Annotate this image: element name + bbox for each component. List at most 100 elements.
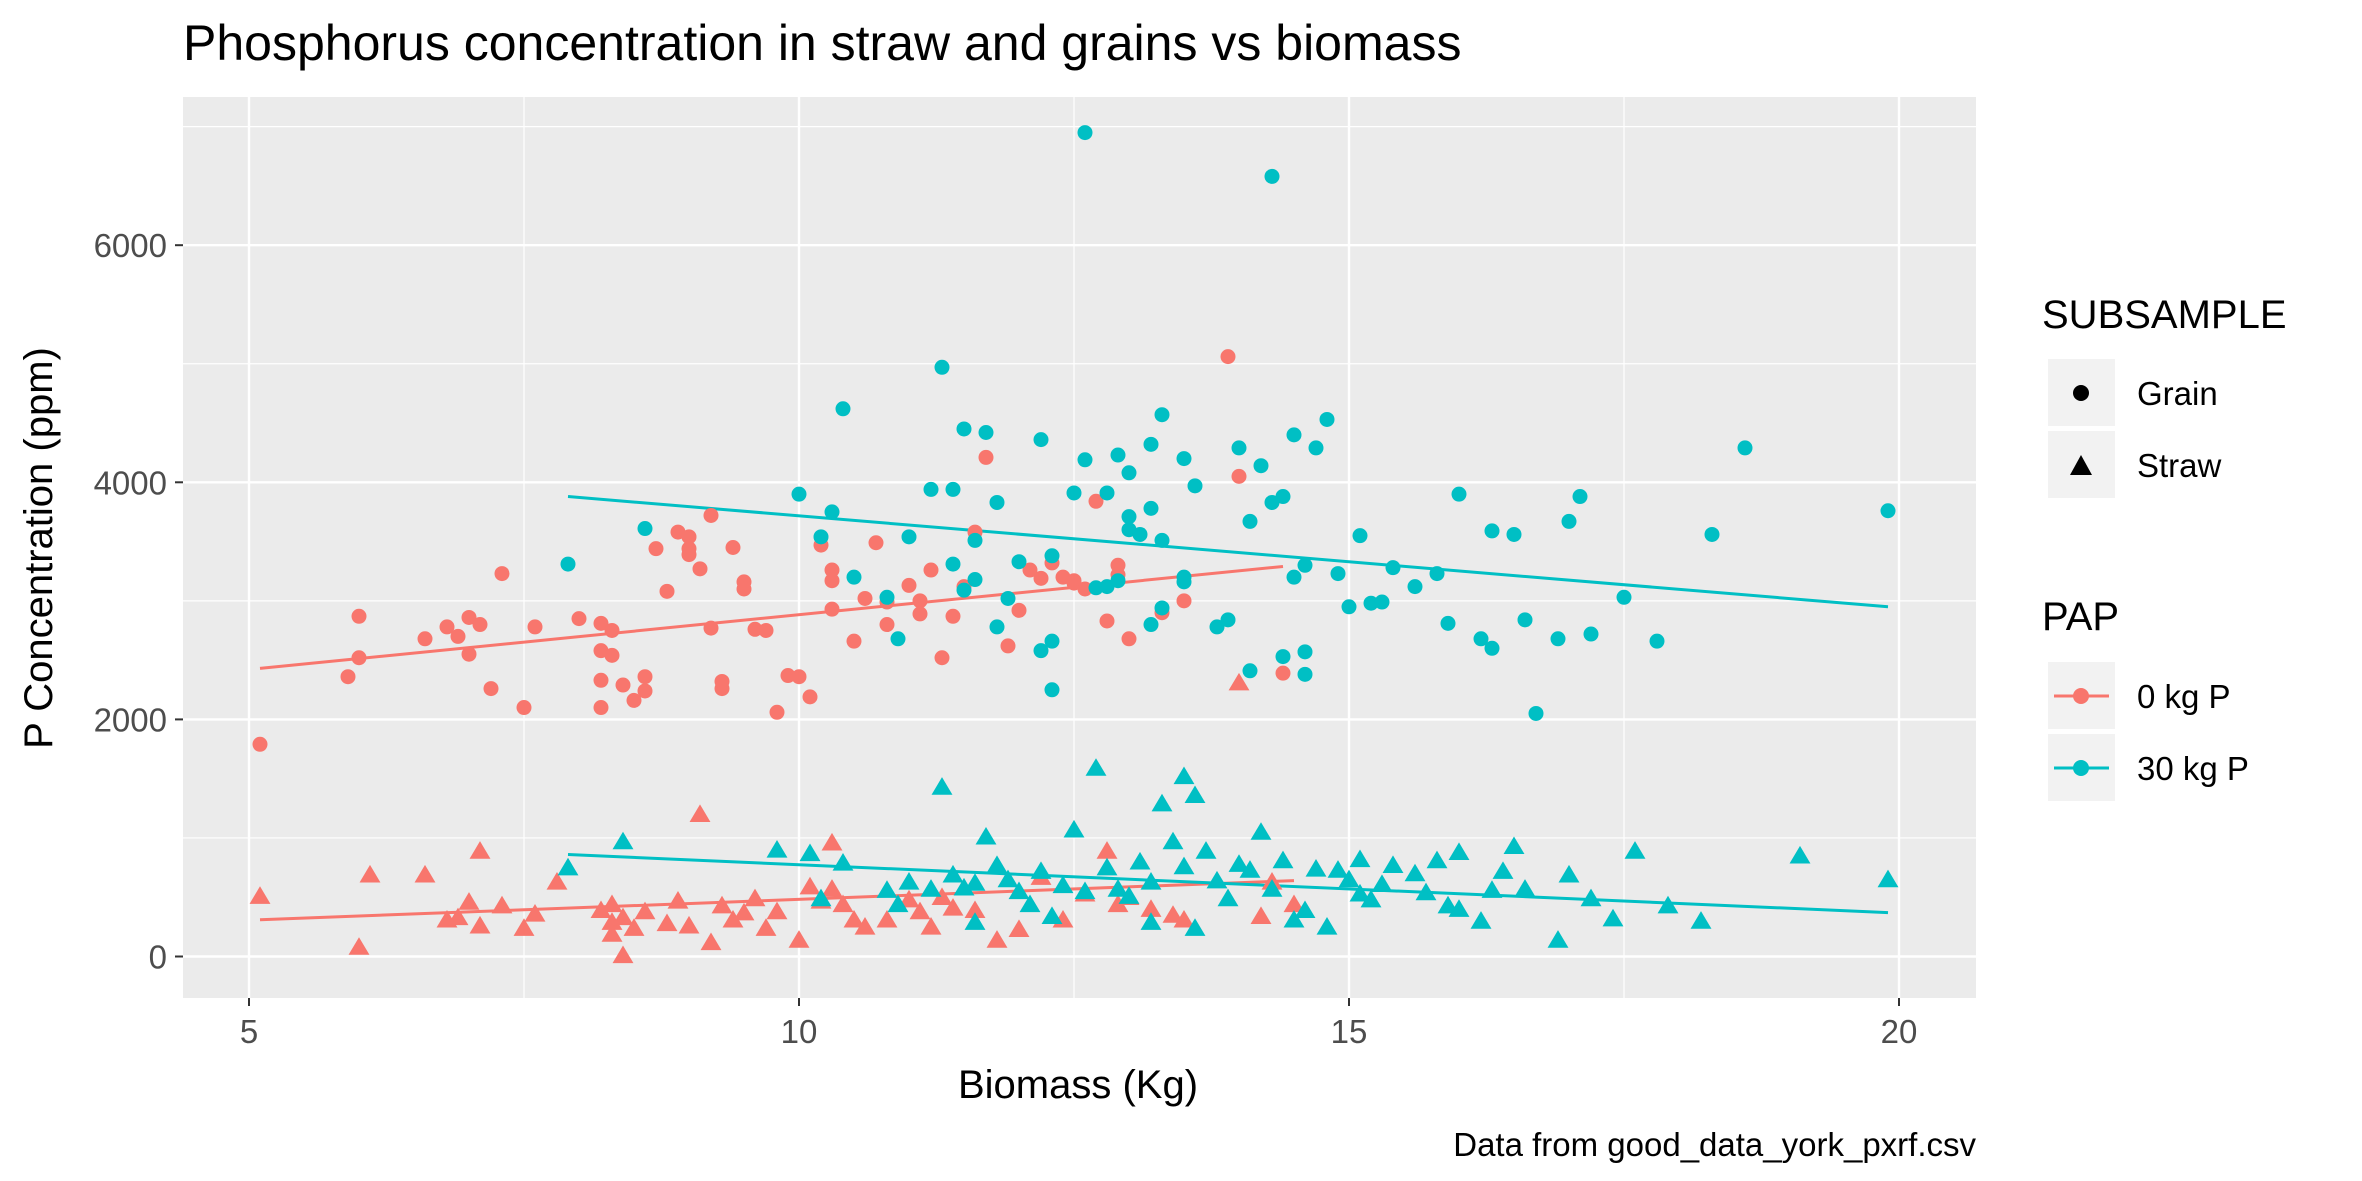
- straw-30kg-point: [832, 853, 854, 871]
- grain-30kg-point: [1286, 427, 1302, 443]
- grain-0kg-point: [439, 619, 455, 635]
- grain-0kg-point: [912, 606, 928, 622]
- straw-0kg-point: [876, 909, 898, 928]
- straw-0kg-point: [513, 918, 535, 936]
- grain-30kg-point: [1264, 168, 1280, 184]
- straw-30kg-point: [1437, 895, 1459, 914]
- grain-30kg-trend-line: [567, 495, 1889, 609]
- grain-0kg-point: [978, 449, 994, 465]
- straw-30kg-point: [1305, 858, 1327, 877]
- straw-0kg-point: [1096, 841, 1118, 859]
- straw-30kg-point: [920, 879, 942, 897]
- straw-0kg-point: [414, 864, 436, 883]
- straw-30kg-point: [612, 831, 634, 850]
- grain-30kg-point: [1066, 485, 1082, 501]
- straw-30kg-point: [810, 888, 832, 907]
- grain-0kg-point: [725, 540, 741, 555]
- grain-0kg-point: [648, 541, 664, 557]
- grain-0kg-point: [593, 672, 609, 688]
- straw-30kg-point: [1063, 819, 1085, 838]
- grain-30kg-point: [1374, 594, 1390, 610]
- straw-0kg-point: [634, 901, 656, 920]
- grain-30kg-point: [1110, 573, 1126, 589]
- straw-30kg-point: [1239, 860, 1261, 878]
- straw-30kg-point: [1107, 879, 1129, 897]
- grain-30kg-point: [978, 425, 994, 441]
- x-tick-label: 10: [781, 1013, 818, 1050]
- legend-label-straw: Straw: [2137, 447, 2222, 484]
- grain-0kg-point: [604, 622, 620, 638]
- straw-30kg-point: [1151, 793, 1173, 812]
- grain-30kg-point: [1176, 569, 1192, 585]
- grain-0kg-point: [1066, 575, 1082, 591]
- grain-30kg-point: [1044, 633, 1060, 649]
- y-tick-label: 2000: [94, 701, 167, 738]
- straw-30kg-point: [1789, 845, 1811, 864]
- straw-30kg-point: [1349, 883, 1371, 902]
- straw-0kg-point: [458, 892, 480, 910]
- grain-30kg-point: [813, 529, 829, 545]
- grain-30kg-point: [1550, 631, 1566, 647]
- straw-0kg-point: [612, 945, 634, 964]
- grain-30kg-point: [1297, 557, 1313, 573]
- grain-0kg-point: [857, 590, 873, 606]
- grain-30kg-point: [1033, 643, 1049, 659]
- grain-30kg-point: [1143, 500, 1159, 516]
- straw-0kg-point: [524, 904, 546, 922]
- straw-30kg-point: [1877, 869, 1899, 888]
- straw-0kg-point: [1162, 905, 1184, 923]
- grain-30kg-point: [1088, 580, 1104, 596]
- straw-30kg-point: [1184, 785, 1206, 804]
- y-tick-label: 6000: [94, 227, 167, 264]
- grain-30kg-point: [1121, 465, 1137, 481]
- grain-30kg-point: [945, 481, 961, 497]
- grain-30kg-point: [835, 401, 851, 417]
- straw-0kg-point: [821, 832, 843, 851]
- straw-30kg-point: [1217, 888, 1239, 907]
- straw-30kg-point: [1415, 882, 1437, 901]
- straw-30kg-point: [1140, 872, 1162, 890]
- grain-0kg-point: [703, 507, 719, 523]
- straw-30kg-point: [1096, 857, 1118, 876]
- grain-30kg-point: [1011, 554, 1027, 570]
- grain-30kg-point: [1649, 633, 1665, 649]
- straw-0kg-point: [667, 890, 689, 909]
- straw-30kg-point: [975, 826, 997, 845]
- grain-30kg-point: [1352, 528, 1368, 544]
- grain-0kg-point: [1220, 349, 1236, 365]
- grain-0kg-point: [681, 529, 697, 545]
- straw-30kg-point: [557, 857, 579, 876]
- grain-30kg-point: [1363, 595, 1379, 611]
- straw-30kg-point: [1602, 908, 1624, 927]
- straw-30kg-point: [1030, 861, 1052, 879]
- grain-30kg-point: [1506, 526, 1522, 542]
- grain-0kg-point: [494, 566, 510, 582]
- straw-30kg-point: [1371, 874, 1393, 892]
- straw-0kg-point: [733, 902, 755, 921]
- grain-0kg-point: [802, 689, 818, 705]
- grain-0kg-point: [681, 547, 697, 563]
- straw-0kg-point: [689, 804, 711, 823]
- straw-30kg-point: [1580, 888, 1602, 907]
- straw-30kg-point: [942, 864, 964, 883]
- straw-0kg-point: [722, 909, 744, 928]
- grain-30kg-point: [560, 556, 576, 572]
- straw-0kg-point: [447, 907, 469, 926]
- straw-0kg-point: [546, 872, 568, 890]
- grain-30kg-point: [637, 521, 653, 537]
- straw-30kg-point: [766, 839, 788, 858]
- legend-pap-title: PAP: [2042, 595, 2119, 639]
- straw-30kg-point: [1481, 880, 1503, 898]
- straw-0kg-point: [942, 898, 964, 916]
- grain-30kg-point: [1407, 579, 1423, 595]
- grain-30kg-point: [879, 589, 895, 605]
- grain-30kg-point: [945, 556, 961, 572]
- straw-30kg-point: [1514, 879, 1536, 897]
- straw-30kg-point: [1085, 758, 1107, 776]
- straw-0kg-point: [348, 937, 370, 955]
- straw-30kg-point: [1624, 841, 1646, 859]
- straw-30kg-point: [1558, 864, 1580, 883]
- grain-0kg-point: [703, 620, 719, 636]
- grain-0kg-point: [1022, 562, 1038, 578]
- grain-30kg-point: [1121, 509, 1137, 525]
